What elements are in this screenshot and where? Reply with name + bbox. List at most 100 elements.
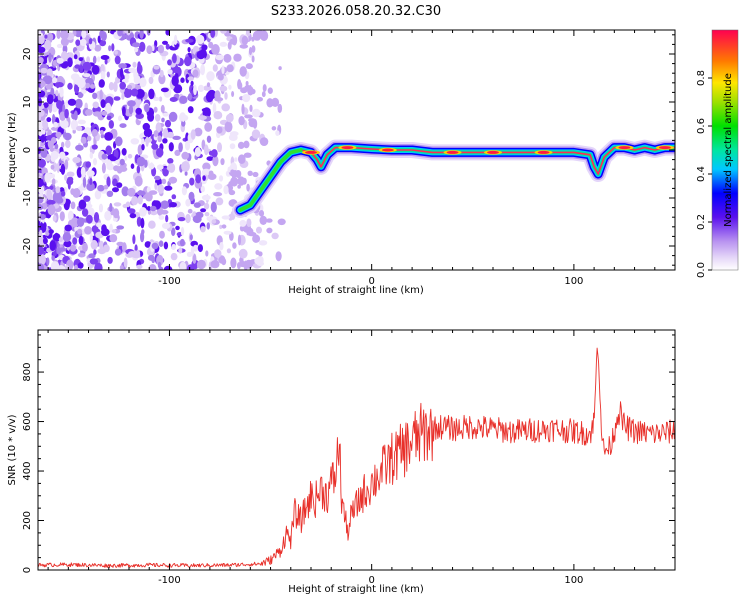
noise-blob: [205, 250, 209, 257]
noise-blob: [157, 184, 165, 194]
noise-blob: [219, 85, 228, 92]
noise-blob: [164, 119, 172, 128]
noise-blob: [239, 66, 247, 77]
noise-blob: [184, 171, 188, 176]
noise-blob: [38, 254, 46, 266]
noise-blob: [55, 186, 61, 194]
noise-blob: [82, 176, 87, 188]
noise-blob: [111, 229, 117, 234]
noise-blob: [169, 202, 177, 208]
noise-blob: [148, 76, 154, 85]
noise-blob: [151, 143, 159, 150]
noise-blob: [78, 199, 87, 210]
noise-blob: [237, 262, 241, 270]
noise-blob: [114, 50, 118, 55]
noise-blob: [212, 102, 217, 114]
noise-blob: [97, 35, 101, 44]
noise-blob: [100, 70, 105, 81]
noise-blob: [190, 80, 194, 86]
noise-blob: [206, 82, 211, 88]
noise-blob: [100, 55, 110, 60]
noise-blob: [91, 144, 98, 150]
noise-blob: [260, 30, 269, 41]
noise-blob: [144, 241, 152, 248]
noise-blob: [262, 84, 267, 92]
noise-blob: [49, 240, 56, 252]
noise-blob: [54, 143, 59, 150]
noise-blob: [258, 210, 265, 217]
noise-blob: [135, 113, 144, 119]
noise-blob: [60, 119, 69, 129]
noise-blob: [55, 89, 59, 97]
noise-blob: [211, 149, 218, 158]
noise-blob: [179, 238, 185, 247]
noise-blob: [40, 67, 48, 74]
noise-blob: [249, 104, 253, 112]
noise-blob: [239, 44, 249, 49]
noise-blob: [215, 54, 225, 61]
noise-blob: [187, 106, 194, 114]
noise-blob: [154, 114, 161, 122]
noise-blob: [38, 233, 44, 244]
snr-ytick-label: 200: [22, 511, 33, 530]
noise-blob: [142, 122, 150, 131]
noise-blob: [121, 92, 125, 100]
noise-blob: [122, 106, 126, 117]
noise-blob: [38, 185, 45, 195]
noise-blob: [109, 234, 118, 243]
noise-blob: [220, 158, 225, 166]
noise-blob: [247, 231, 257, 237]
ridge-peak: [658, 146, 671, 150]
noise-blob: [107, 256, 113, 264]
noise-blob: [67, 82, 73, 90]
noise-blob: [188, 191, 195, 202]
noise-blob: [132, 42, 141, 48]
noise-blob: [239, 219, 247, 227]
noise-blob: [252, 171, 259, 178]
noise-blob: [137, 195, 143, 205]
noise-blob: [162, 112, 169, 117]
noise-blob: [63, 240, 72, 248]
noise-blob: [242, 177, 247, 185]
noise-blob: [140, 217, 145, 229]
noise-blob: [277, 103, 283, 113]
noise-blob: [181, 113, 185, 123]
noise-blob: [92, 111, 102, 117]
noise-blob: [113, 165, 120, 172]
noise-blob: [192, 215, 202, 224]
noise-blob: [64, 174, 68, 181]
noise-blob: [101, 153, 108, 160]
noise-blob: [109, 202, 113, 214]
noise-blob: [60, 30, 69, 40]
noise-blob: [118, 166, 128, 172]
noise-blob: [201, 194, 211, 201]
noise-blob: [59, 211, 65, 222]
noise-blob: [89, 258, 99, 265]
noise-blob: [59, 111, 66, 121]
noise-blob: [124, 155, 128, 161]
noise-blob: [100, 64, 105, 74]
spectrogram-ytick-label: -10: [22, 190, 33, 206]
noise-blob: [211, 44, 220, 55]
noise-blob: [59, 86, 64, 98]
noise-blob: [44, 39, 52, 51]
figure-title: S233.2026.058.20.32.C30: [271, 4, 441, 19]
noise-blob: [78, 235, 84, 245]
noise-blob: [67, 57, 73, 68]
noise-blob: [61, 141, 65, 148]
noise-blob: [232, 242, 237, 249]
noise-blob: [56, 162, 60, 174]
noise-blob: [171, 75, 179, 87]
noise-blob: [213, 111, 223, 120]
noise-blob: [56, 30, 61, 40]
noise-blob: [185, 73, 190, 84]
noise-blob: [180, 226, 185, 236]
noise-blob: [154, 175, 161, 181]
noise-blob: [147, 112, 155, 122]
noise-blob: [151, 166, 157, 177]
noise-blob: [190, 129, 196, 140]
noise-blob: [106, 71, 110, 78]
noise-blob: [161, 222, 171, 229]
noise-blob: [99, 39, 107, 47]
noise-blob: [221, 224, 227, 229]
